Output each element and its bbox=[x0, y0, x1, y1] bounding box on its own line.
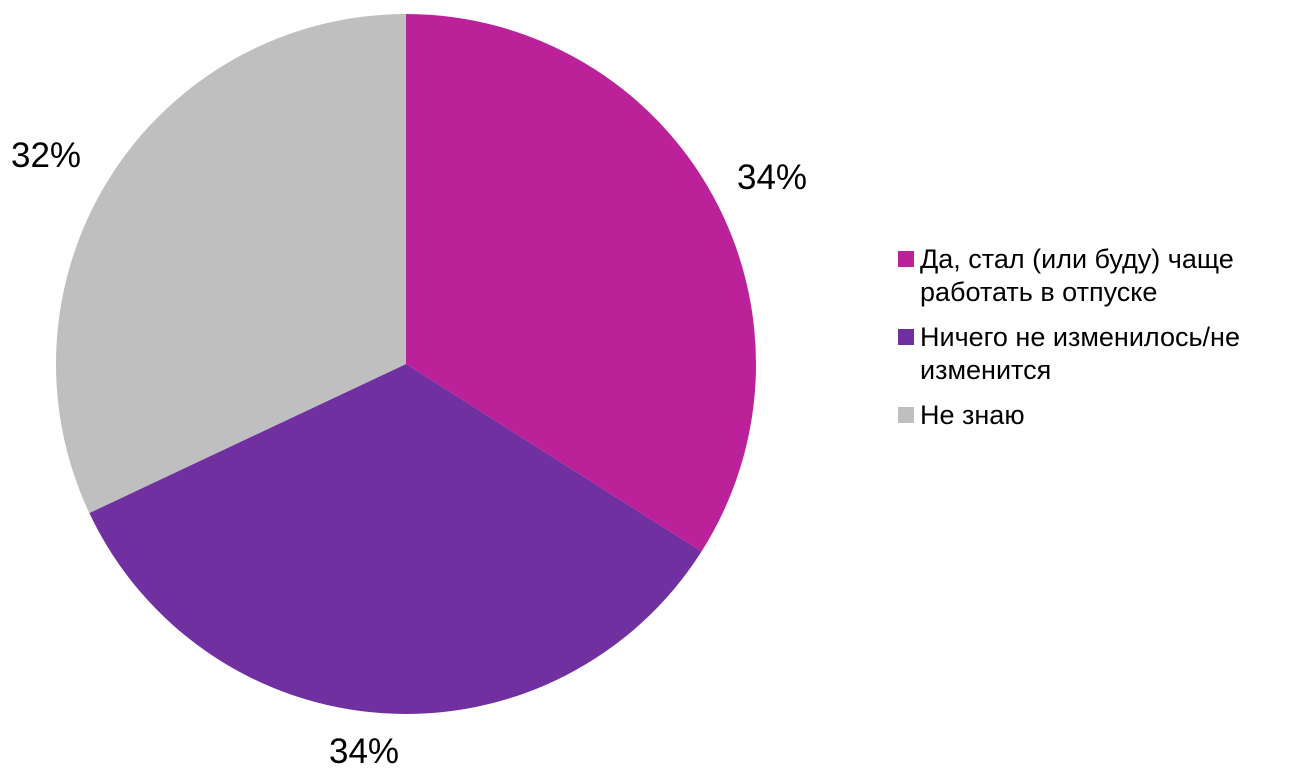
legend-label: Да, стал (или буду) чаще работать в отпу… bbox=[920, 244, 1234, 307]
legend-item: Да, стал (или буду) чаще работать в отпу… bbox=[898, 243, 1298, 309]
pie-slice bbox=[55, 14, 406, 514]
pie-slice bbox=[89, 364, 702, 714]
legend-label: Не знаю bbox=[920, 400, 1025, 430]
data-label-slice-3: 32% bbox=[11, 136, 82, 175]
legend-item: Не знаю bbox=[898, 399, 1298, 432]
legend-swatch bbox=[898, 407, 914, 423]
legend: Да, стал (или буду) чаще работать в отпу… bbox=[898, 243, 1298, 444]
data-label-slice-2: 34% bbox=[329, 732, 400, 771]
legend-swatch bbox=[898, 329, 914, 345]
legend-swatch bbox=[898, 251, 914, 267]
legend-label: Ничего не изменилось/не изменится bbox=[920, 322, 1240, 385]
legend-item: Ничего не изменилось/не изменится bbox=[898, 321, 1298, 387]
pie-slice bbox=[406, 14, 756, 552]
data-label-slice-1: 34% bbox=[737, 158, 808, 197]
